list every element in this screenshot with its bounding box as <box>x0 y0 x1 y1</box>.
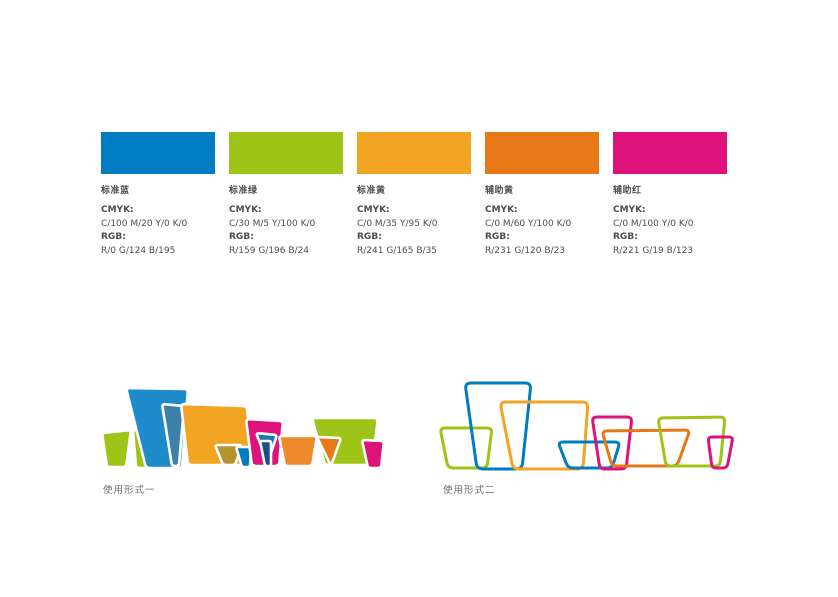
yellow-trapezoid-shape <box>499 400 590 471</box>
steel-trapezoid-shape <box>161 402 186 468</box>
cmyk-label: CMYK: <box>613 205 646 215</box>
cmyk-label: CMYK: <box>357 205 390 215</box>
magenta-trapezoid-shape <box>361 438 386 470</box>
swatch-card-auxiliary-red: 辅助红 CMYK: C/0 M/100 Y/0 K/0 RGB: R/221 G… <box>613 132 727 258</box>
orange-trapezoid-shape <box>316 435 342 466</box>
rgb-label: RGB: <box>357 232 382 242</box>
navy-trapezoid-shape <box>259 439 273 468</box>
filled-trapezoid-logo <box>101 386 386 470</box>
brandblue-trapezoid-shape <box>464 381 532 471</box>
rgb-label: RGB: <box>613 232 638 242</box>
usage-form-1-label: 使用形式一 <box>103 485 156 496</box>
rgb-value: R/0 G/124 B/195 <box>101 245 176 256</box>
cmyk-value: C/0 M/35 Y/95 K/0 <box>357 218 438 229</box>
rgb-value: R/241 G/165 B/35 <box>357 245 438 256</box>
green-trapezoid-shape <box>439 426 493 470</box>
cmyk-value: C/0 M/60 Y/100 K/0 <box>485 218 572 229</box>
olive-trapezoid-shape <box>214 443 243 467</box>
usage-form-2-label: 使用形式二 <box>443 485 496 496</box>
rgb-value: R/159 G/196 B/24 <box>229 245 310 256</box>
color-swatch-row: 标准蓝 CMYK: C/100 M/20 Y/0 K/0 RGB: R/0 G/… <box>101 132 727 258</box>
logo-usage-form-1: 使用形式一 <box>98 386 390 496</box>
brandblue-trapezoid-shape <box>557 440 621 470</box>
rgb-value: R/231 G/120 B/23 <box>485 245 566 256</box>
cmyk-label: CMYK: <box>485 205 518 215</box>
swatch-card-standard-yellow: 标准黄 CMYK: C/0 M/35 Y/95 K/0 RGB: R/241 G… <box>357 132 471 258</box>
green-trapezoid-shape <box>657 415 727 468</box>
swatch-name: 标准绿 <box>229 186 258 196</box>
cmyk-value: C/0 M/100 Y/0 K/0 <box>613 218 694 229</box>
rgb-label: RGB: <box>485 232 510 242</box>
rgb-label: RGB: <box>229 232 254 242</box>
green-trapezoid-shape <box>101 428 132 469</box>
cmyk-label: CMYK: <box>101 205 134 215</box>
swatch-name: 辅助黄 <box>485 186 514 196</box>
orange-trapezoid-shape <box>601 428 691 468</box>
color-chip-standard-blue <box>101 132 215 174</box>
swatch-name: 标准蓝 <box>101 186 130 196</box>
cmyk-label: CMYK: <box>229 205 262 215</box>
rgb-value: R/221 G/19 B/123 <box>613 245 694 256</box>
swatch-card-standard-blue: 标准蓝 CMYK: C/100 M/20 Y/0 K/0 RGB: R/0 G/… <box>101 132 215 258</box>
outline-trapezoid-logo <box>439 381 734 471</box>
brandblue-trapezoid-shape <box>235 445 253 469</box>
color-chip-standard-yellow <box>357 132 471 174</box>
midorange-trapezoid-shape <box>278 434 318 468</box>
cmyk-value: C/100 M/20 Y/0 K/0 <box>101 218 188 229</box>
swatch-card-auxiliary-yellow: 辅助黄 CMYK: C/0 M/60 Y/100 K/0 RGB: R/231 … <box>485 132 599 258</box>
swatch-name: 标准黄 <box>357 186 386 196</box>
swatch-name: 辅助红 <box>613 186 642 196</box>
cmyk-value: C/30 M/5 Y/100 K/0 <box>229 218 316 229</box>
magenta-trapezoid-shape <box>706 435 734 470</box>
logo-usage-form-2: 使用形式二 <box>438 380 740 496</box>
color-chip-standard-green <box>229 132 343 174</box>
swatch-card-standard-green: 标准绿 CMYK: C/30 M/5 Y/100 K/0 RGB: R/159 … <box>229 132 343 258</box>
color-chip-auxiliary-red <box>613 132 727 174</box>
color-chip-auxiliary-yellow <box>485 132 599 174</box>
rgb-label: RGB: <box>101 232 126 242</box>
magenta-trapezoid-shape <box>591 415 633 471</box>
